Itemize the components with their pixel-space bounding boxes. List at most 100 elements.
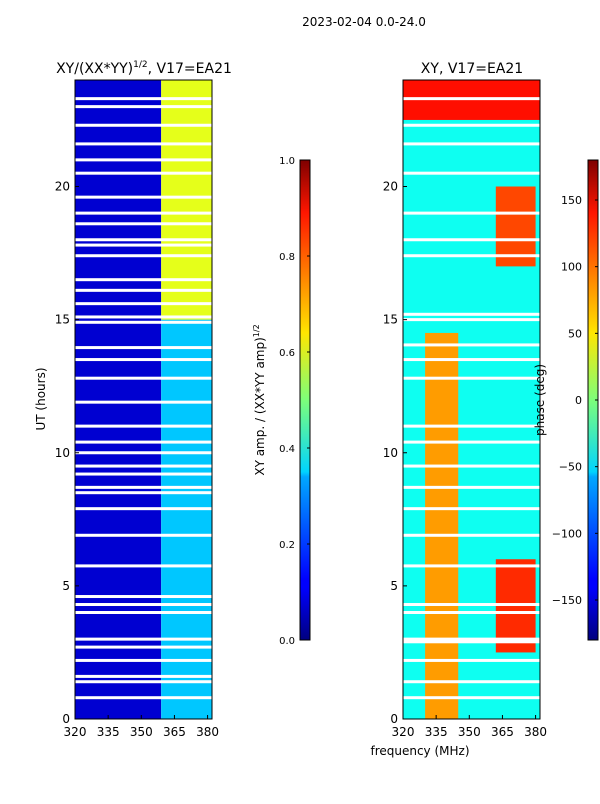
flagged-row xyxy=(75,658,212,662)
flagged-row xyxy=(75,674,212,678)
colorbar-tick-label: 0 xyxy=(575,394,582,407)
x-tick-label: 365 xyxy=(491,725,514,739)
x-tick-label: 350 xyxy=(130,725,153,739)
flagged-row xyxy=(75,491,212,495)
colorbar-tick-label: 1.0 xyxy=(279,156,295,167)
flagged-row xyxy=(75,142,212,146)
colorbar-tick-label: 0.0 xyxy=(279,636,295,647)
phase-panel-title: XY, V17=EA21 xyxy=(421,61,523,77)
flagged-row xyxy=(403,318,540,322)
flagged-row xyxy=(403,564,540,568)
flagged-row xyxy=(403,376,540,380)
flagged-row xyxy=(75,123,212,127)
y-tick-label: 0 xyxy=(62,712,70,726)
colorbar-tick-label: 0.2 xyxy=(279,540,295,551)
flagged-row xyxy=(403,611,540,614)
flagged-row xyxy=(75,507,212,511)
flagged-row xyxy=(403,464,540,468)
heatmap-region xyxy=(425,332,459,719)
flagged-row xyxy=(75,645,212,649)
flagged-row xyxy=(75,440,212,444)
heatmap-region xyxy=(495,186,536,267)
axes-frame xyxy=(74,79,213,720)
flagged-row xyxy=(75,243,212,247)
flagged-row xyxy=(403,696,540,700)
flagged-row xyxy=(75,195,212,199)
phase-panel: XY, V17=EA21 320 335 350 365 380 0 5 10 15 20 xyxy=(383,61,547,739)
flagged-row xyxy=(75,211,212,215)
flagged-row xyxy=(403,637,540,641)
x-tick-label: 320 xyxy=(64,725,87,739)
flagged-row xyxy=(75,320,212,324)
flagged-row xyxy=(403,142,540,146)
flagged-row xyxy=(75,346,212,350)
flagged-row xyxy=(403,254,540,258)
figure-suptitle: 2023-02-04 0.0-24.0 xyxy=(302,15,426,29)
flagged-row xyxy=(75,595,212,599)
heatmap-region xyxy=(161,319,212,719)
phase-heatmap xyxy=(403,80,540,719)
flagged-row xyxy=(403,343,540,347)
flagged-row xyxy=(75,158,212,162)
colorbar-tick-label: 0.8 xyxy=(279,252,295,263)
y-tick-label: 15 xyxy=(55,313,70,327)
x-tick-label: 320 xyxy=(392,725,415,739)
flagged-row xyxy=(403,640,540,644)
axes-frame xyxy=(402,79,541,720)
phase-axes: 320 335 350 365 380 0 5 10 15 20 xyxy=(383,79,547,739)
flagged-row xyxy=(403,123,540,127)
amplitude-colorbar-gradient xyxy=(299,159,311,641)
y-tick-label: 20 xyxy=(55,180,70,194)
flagged-row xyxy=(75,603,212,607)
flagged-row xyxy=(75,611,212,614)
flagged-row xyxy=(75,278,212,282)
phase-colorbar-label: phase (deg) xyxy=(533,364,547,436)
flagged-row xyxy=(403,358,540,362)
x-tick-label: 380 xyxy=(524,725,547,739)
flagged-row xyxy=(403,97,540,101)
flagged-row xyxy=(403,507,540,511)
y-tick-label: 15 xyxy=(383,313,398,327)
amplitude-ratio-panel: XY/(XX*YY)1/2, V17=EA21 UT (hours) 320 33… xyxy=(34,60,232,739)
colorbar-tick-label: −50 xyxy=(559,461,582,474)
flagged-row xyxy=(75,424,212,428)
flagged-row xyxy=(75,315,212,319)
flagged-row xyxy=(403,238,540,242)
colorbar-tick-label: 0.4 xyxy=(279,444,295,455)
x-tick-label: 365 xyxy=(163,725,186,739)
y-tick-label: 10 xyxy=(383,446,398,460)
flagged-row xyxy=(403,440,540,444)
amplitude-colorbar-label: XY amp. / (XX*YY amp)1/2 xyxy=(252,324,267,475)
y-tick-label: 0 xyxy=(390,712,398,726)
amplitude-panel-title: XY/(XX*YY)1/2, V17=EA21 xyxy=(56,60,232,77)
flagged-row xyxy=(75,171,212,175)
flagged-row xyxy=(75,288,212,292)
colorbar-tick-label: 0.6 xyxy=(279,348,295,359)
amplitude-panel-ylabel: UT (hours) xyxy=(34,367,48,430)
shared-x-axis-label: frequency (MHz) xyxy=(370,744,469,758)
flagged-row xyxy=(403,680,540,684)
x-tick-label: 335 xyxy=(425,725,448,739)
flagged-row xyxy=(75,451,212,455)
flagged-row xyxy=(75,254,212,258)
colorbar-tick-label: −100 xyxy=(552,527,582,540)
amplitude-heatmap xyxy=(75,80,212,719)
y-tick-label: 5 xyxy=(62,579,70,593)
heatmap-region xyxy=(161,80,212,320)
flagged-row xyxy=(75,400,212,404)
flagged-row xyxy=(403,603,540,607)
flagged-row xyxy=(75,97,212,101)
x-tick-label: 380 xyxy=(196,725,219,739)
flagged-row xyxy=(403,171,540,175)
flagged-row xyxy=(403,533,540,537)
phase-colorbar: phase (deg) −150 −100 −50 0 50 100 150 xyxy=(533,159,599,641)
y-tick-label: 5 xyxy=(390,579,398,593)
flagged-row xyxy=(75,222,212,226)
y-tick-label: 20 xyxy=(383,180,398,194)
flagged-row xyxy=(75,696,212,700)
flagged-row xyxy=(75,302,212,306)
flagged-row xyxy=(75,376,212,380)
flagged-row xyxy=(75,472,212,476)
